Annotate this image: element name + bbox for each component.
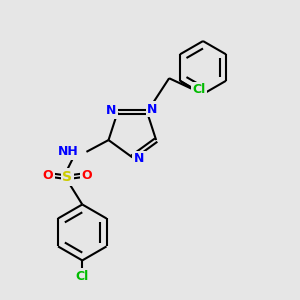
Text: O: O — [81, 169, 92, 182]
Text: N: N — [106, 104, 116, 117]
Text: N: N — [147, 103, 158, 116]
Text: O: O — [43, 169, 53, 182]
Text: Cl: Cl — [76, 270, 89, 283]
Text: N: N — [134, 152, 144, 165]
Text: S: S — [62, 170, 72, 184]
Text: Cl: Cl — [193, 83, 206, 96]
Text: NH: NH — [58, 145, 79, 158]
